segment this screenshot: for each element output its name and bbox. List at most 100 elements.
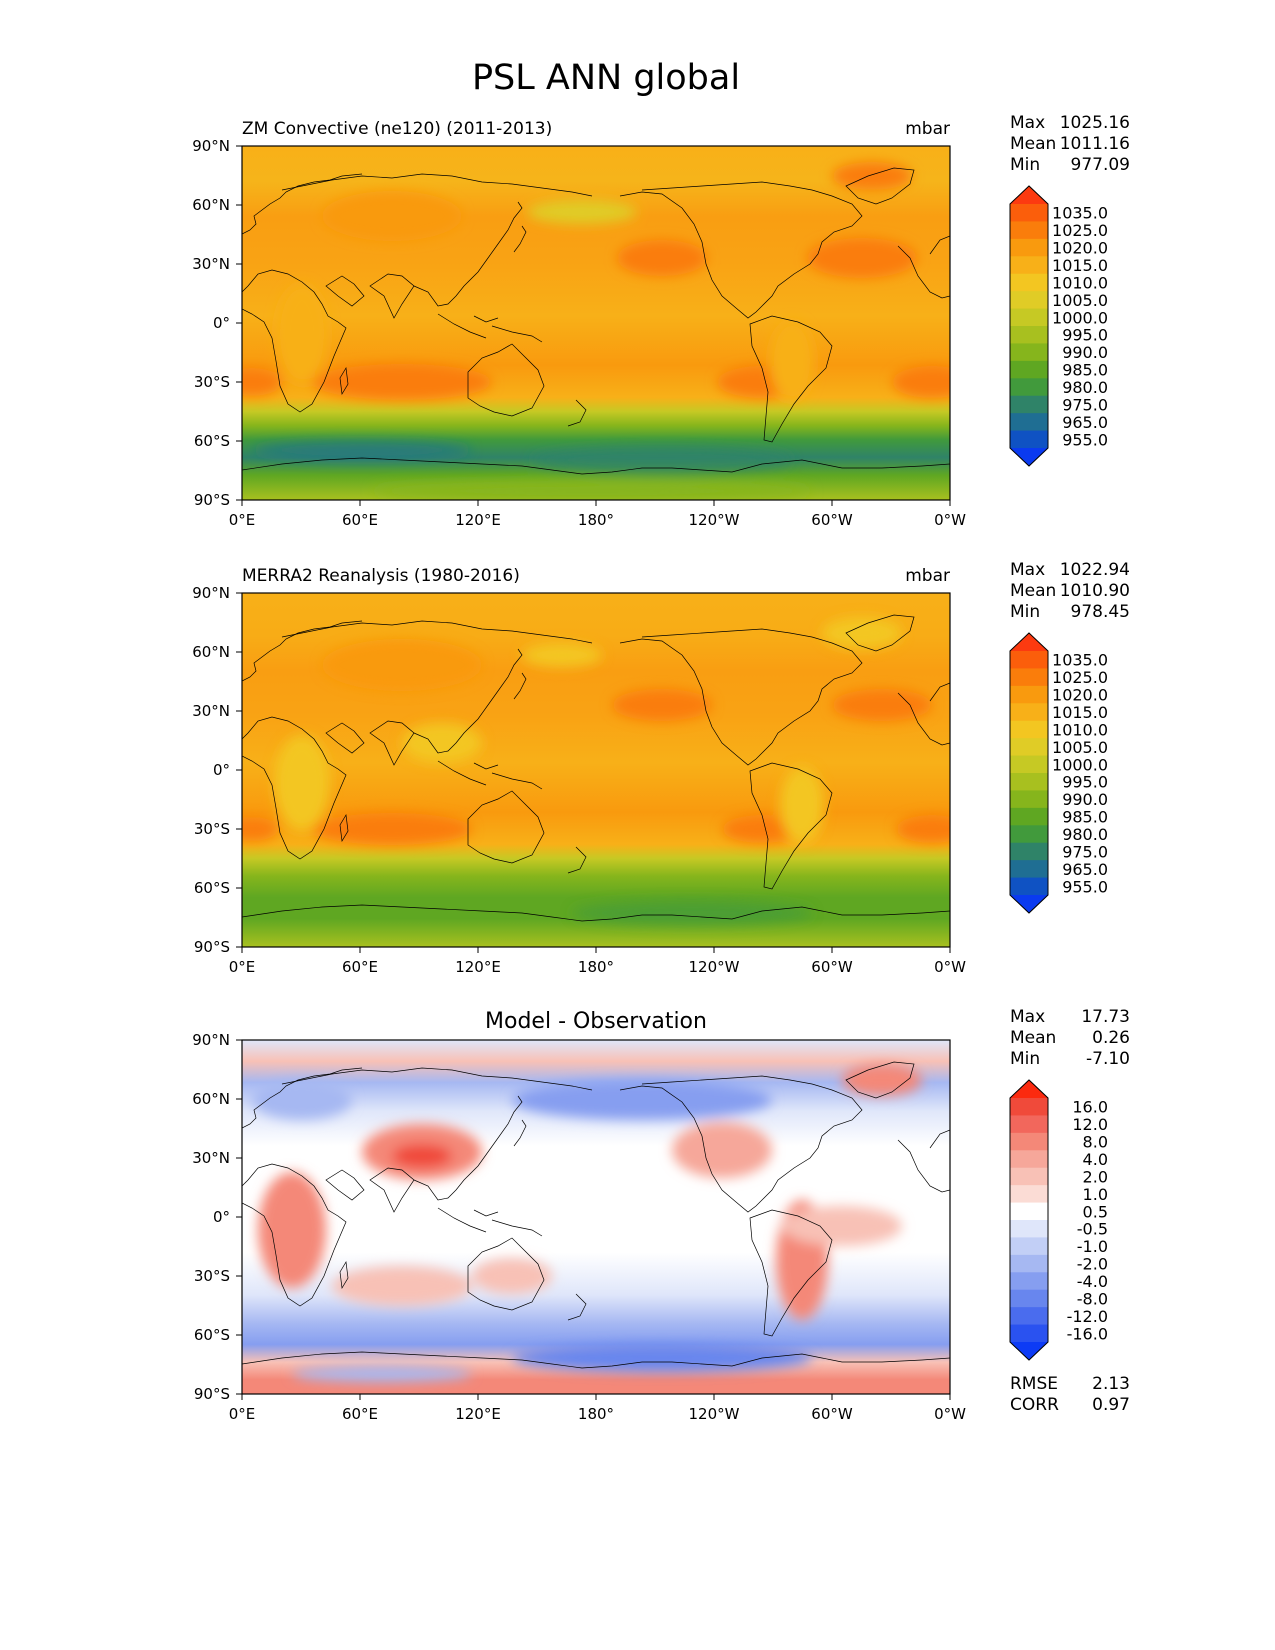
panel-units: mbar: [905, 566, 950, 586]
y-tick-label: 90°N: [192, 1031, 230, 1049]
figure-title: PSL ANN global: [472, 58, 740, 98]
colorbar-bin: [1010, 273, 1048, 292]
y-tick-label: 30°S: [194, 373, 230, 391]
footer-stat-label: RMSE: [1010, 1374, 1058, 1394]
footer-stat-value: 0.97: [1092, 1395, 1130, 1415]
colorbar-bin: [1010, 204, 1048, 222]
colorbar-label: 1025.0: [1052, 668, 1108, 687]
colorbar-label: 1000.0: [1052, 755, 1108, 774]
colorbar-label: 990.0: [1062, 343, 1108, 362]
x-tick-label: 0°E: [229, 958, 256, 976]
colorbar-extend-top: [1010, 1080, 1048, 1098]
x-tick-label: 60°W: [811, 958, 853, 976]
colorbar-bin: [1010, 773, 1048, 791]
colorbar-bin: [1010, 256, 1048, 275]
y-tick-label: 30°N: [192, 255, 230, 273]
footer-stat-label: CORR: [1010, 1395, 1059, 1415]
colorbar-bin: [1010, 668, 1048, 687]
footer-stat-value: 2.13: [1092, 1374, 1130, 1394]
stat-value: 977.09: [1071, 155, 1130, 175]
x-tick-label: 0°W: [934, 1405, 966, 1423]
axis-ticks-obs: 0°E 60°E 120°E 180° 120°W 60°W 0°W 90°N 60°N 30°N…: [192, 584, 966, 976]
colorbar-bin: [1010, 1237, 1048, 1256]
colorbar-label: 995.0: [1062, 773, 1108, 792]
panel-diff: Model - Observation 0°E 60°E 120°E 180°: [192, 1009, 966, 1423]
stat-value: 1011.16: [1060, 134, 1130, 154]
colorbar-bin: [1010, 326, 1048, 344]
colorbar-label: 1020.0: [1052, 686, 1108, 705]
colorbar-label: -0.5: [1077, 1220, 1108, 1239]
x-tick-label: 120°W: [689, 1405, 740, 1423]
colorbar-bin: [1010, 1185, 1048, 1204]
colorbar-outline: [1009, 1079, 1049, 1361]
panel-title-center: Model - Observation: [485, 1009, 707, 1034]
stat-value: 1025.16: [1060, 113, 1130, 133]
colorbar-label: 965.0: [1062, 860, 1108, 879]
colorbar-bin: [1010, 308, 1048, 327]
x-tick-label: 120°E: [455, 1405, 501, 1423]
colorbar-bin: [1010, 238, 1048, 257]
colorbar-label: -12.0: [1067, 1307, 1108, 1326]
colorbar-label: 1025.0: [1052, 221, 1108, 240]
panel-title-left: ZM Convective (ne120) (2011-2013): [242, 119, 552, 139]
colorbar-label: 0.5: [1083, 1202, 1108, 1221]
colorbar-bin: [1010, 651, 1048, 669]
colorbar-label: 2.0: [1083, 1167, 1108, 1186]
colorbar: 1035.01025.01020.01015.01010.01005.01000…: [1009, 185, 1108, 467]
colorbar-bin: [1010, 1324, 1048, 1343]
colorbar-bin: [1010, 738, 1048, 757]
colorbar-extend-bottom: [1010, 895, 1048, 913]
y-tick-label: 0°: [213, 1208, 230, 1226]
colorbar-bin: [1010, 360, 1048, 379]
x-tick-label: 120°W: [689, 511, 740, 529]
stat-label: Min: [1010, 155, 1040, 175]
stat-value: 978.45: [1071, 602, 1130, 622]
x-tick-label: 180°: [578, 511, 614, 529]
y-tick-label: 60°N: [192, 643, 230, 661]
y-tick-label: 30°S: [194, 820, 230, 838]
stat-value: 17.73: [1081, 1007, 1130, 1027]
colorbar-extend-bottom: [1010, 448, 1048, 466]
stat-label: Mean: [1010, 1028, 1056, 1048]
x-tick-label: 120°E: [455, 958, 501, 976]
colorbar-bin: [1010, 430, 1048, 449]
colorbar-bin: [1010, 413, 1048, 432]
axis-ticks-model: 0°E 60°E 120°E 180° 120°W 60°W 0°W 90°N 60°N 30°N…: [192, 137, 966, 529]
colorbar-bin: [1010, 1098, 1048, 1116]
colorbar-label: 985.0: [1062, 808, 1108, 827]
colorbar-bin: [1010, 221, 1048, 240]
colorbar-bin: [1010, 1307, 1048, 1326]
colorbar-label: 16.0: [1072, 1098, 1108, 1117]
colorbar-label: 8.0: [1083, 1133, 1108, 1152]
colorbar-label: 1005.0: [1052, 291, 1108, 310]
x-tick-label: 60°W: [811, 1405, 853, 1423]
map-field-model: [242, 146, 950, 500]
y-tick-label: 90°S: [194, 938, 230, 956]
colorbar-label: 1000.0: [1052, 308, 1108, 327]
y-tick-label: 0°: [213, 314, 230, 332]
stat-label: Max: [1010, 560, 1045, 580]
stat-label: Max: [1010, 113, 1045, 133]
colorbar-label: 995.0: [1062, 326, 1108, 345]
y-tick-label: 60°S: [194, 1326, 230, 1344]
y-tick-label: 60°N: [192, 1090, 230, 1108]
x-tick-label: 180°: [578, 958, 614, 976]
colorbar-label: 965.0: [1062, 413, 1108, 432]
stat-label: Min: [1010, 602, 1040, 622]
colorbar-label: -2.0: [1077, 1255, 1108, 1274]
colorbar-label: 1035.0: [1052, 651, 1108, 670]
panel-title-left: MERRA2 Reanalysis (1980-2016): [242, 566, 520, 586]
colorbar-label: -4.0: [1077, 1272, 1108, 1291]
colorbar-bin: [1010, 685, 1048, 704]
y-tick-label: 90°N: [192, 137, 230, 155]
stat-label: Mean: [1010, 581, 1056, 601]
colorbar-label: 980.0: [1062, 378, 1108, 397]
colorbar-bin: [1010, 790, 1048, 809]
colorbar-label: 955.0: [1062, 430, 1108, 449]
stats-block: Max 17.73 Mean 0.26 Min -7.10: [1010, 1007, 1130, 1069]
colorbar-bin: [1010, 703, 1048, 722]
x-tick-label: 60°E: [342, 1405, 378, 1423]
colorbar-label: 1010.0: [1052, 273, 1108, 292]
stat-value: 0.26: [1092, 1028, 1130, 1048]
